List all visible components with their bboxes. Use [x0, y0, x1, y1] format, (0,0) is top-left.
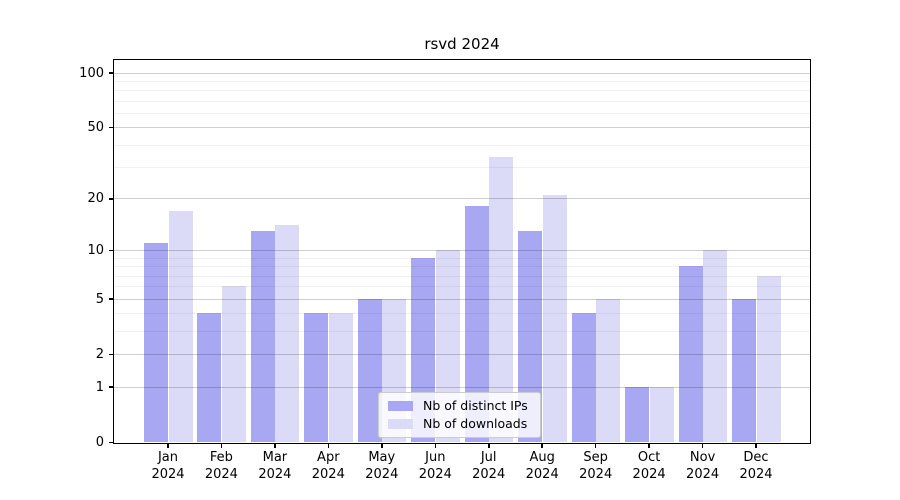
- xtick-mark-sep: [594, 443, 597, 448]
- gridline-30: [114, 167, 810, 168]
- bar-mar-downloads: [275, 225, 300, 442]
- ytick-label-2: 2: [95, 347, 104, 362]
- bar-apr-distinct-ips: [304, 313, 329, 442]
- bar-may-distinct-ips: [357, 298, 382, 442]
- bar-jan-distinct-ips: [144, 243, 168, 442]
- bar-aug-downloads: [542, 194, 567, 442]
- ytick-mark-2: [108, 353, 113, 356]
- gridline-7: [114, 275, 810, 277]
- gridline-8: [114, 266, 810, 268]
- xtick-label-sep: Sep 2024: [579, 450, 613, 482]
- gridline-9: [114, 257, 810, 259]
- xtick-label-nov: Nov 2024: [686, 450, 720, 482]
- bar-mar-distinct-ips: [250, 230, 275, 442]
- ytick-mark-50: [108, 126, 113, 129]
- legend-item-distinct-ips: Nb of distinct IPs: [388, 399, 528, 413]
- gridline-70: [114, 100, 810, 102]
- xtick-mark-jun: [434, 443, 436, 448]
- ytick-mark-0: [108, 441, 113, 444]
- xtick-label-dec: Dec 2024: [739, 450, 773, 482]
- ytick-label-100: 100: [79, 65, 104, 81]
- chart-title: rsvd 2024: [424, 35, 500, 53]
- bar-nov-downloads: [703, 250, 728, 442]
- ytick-label-5: 5: [95, 291, 104, 307]
- xtick-mark-oct: [648, 443, 650, 448]
- gridline-5: [114, 298, 810, 300]
- bar-feb-distinct-ips: [197, 313, 222, 442]
- legend-label-downloads: Nb of downloads: [423, 416, 528, 431]
- ytick-mark-100: [108, 72, 113, 74]
- xtick-mark-jul: [488, 443, 490, 448]
- xtick-mark-apr: [327, 443, 330, 448]
- ytick-label-1: 1: [95, 379, 104, 395]
- xtick-mark-aug: [541, 443, 543, 448]
- bar-sep-distinct-ips: [571, 313, 596, 442]
- ytick-mark-10: [108, 249, 113, 252]
- bar-jan-downloads: [168, 210, 193, 442]
- bar-sep-downloads: [596, 298, 621, 442]
- ytick-mark-20: [108, 198, 113, 200]
- ytick-label-0: 0: [95, 435, 104, 450]
- bar-apr-downloads: [328, 313, 353, 442]
- gridline-2: [114, 354, 810, 355]
- gridline-6: [114, 286, 810, 288]
- xtick-label-jul: Jul 2024: [472, 450, 506, 482]
- xtick-label-feb: Feb 2024: [204, 450, 238, 482]
- xtick-mark-jan: [167, 443, 169, 448]
- bar-oct-distinct-ips: [625, 386, 650, 442]
- plot-area: [113, 59, 811, 444]
- bar-oct-downloads: [649, 386, 674, 442]
- legend-item-downloads: Nb of downloads: [388, 417, 528, 431]
- ytick-label-10: 10: [87, 243, 104, 258]
- xtick-label-oct: Oct 2024: [632, 450, 666, 482]
- ytick-mark-1: [108, 386, 113, 388]
- bar-dec-downloads: [756, 275, 781, 442]
- legend-swatch-downloads: [388, 419, 413, 429]
- gridline-60: [114, 112, 810, 114]
- ytick-label-20: 20: [87, 191, 104, 207]
- ytick-label-50: 50: [87, 120, 104, 136]
- gridline-100: [114, 72, 810, 74]
- xtick-label-jan: Jan 2024: [151, 450, 185, 482]
- xtick-mark-nov: [701, 443, 704, 448]
- gridline-10: [114, 250, 810, 251]
- bar-feb-downloads: [221, 286, 246, 442]
- ytick-mark-5: [108, 298, 113, 300]
- xtick-label-may: May 2024: [365, 450, 399, 482]
- xtick-mark-may: [381, 443, 383, 448]
- gridline-90: [114, 80, 810, 82]
- legend-label-distinct-ips: Nb of distinct IPs: [423, 398, 528, 413]
- bar-dec-distinct-ips: [732, 298, 756, 442]
- xtick-mark-mar: [274, 443, 276, 448]
- xtick-label-apr: Apr 2024: [311, 450, 345, 482]
- xtick-mark-feb: [220, 443, 223, 448]
- legend: Nb of distinct IPs Nb of downloads: [378, 392, 541, 438]
- gridline-80: [114, 90, 810, 92]
- bar-nov-distinct-ips: [678, 266, 703, 442]
- gridline-1: [114, 386, 810, 388]
- xtick-label-mar: Mar 2024: [258, 450, 292, 482]
- gridline-40: [114, 144, 810, 146]
- gridline-3: [114, 331, 810, 332]
- gridline-4: [114, 313, 810, 315]
- gridline-20: [114, 198, 810, 200]
- gridline-50: [114, 127, 810, 129]
- xtick-label-aug: Aug 2024: [525, 450, 559, 482]
- xtick-mark-dec: [755, 443, 757, 448]
- legend-swatch-distinct-ips: [388, 401, 413, 411]
- xtick-label-jun: Jun 2024: [418, 450, 452, 482]
